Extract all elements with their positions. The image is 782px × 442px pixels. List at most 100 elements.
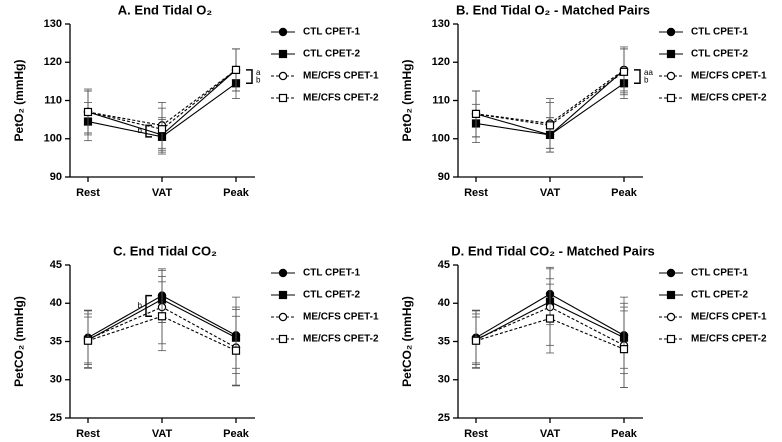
marker <box>83 336 93 345</box>
x-tick-label: Rest <box>76 428 100 440</box>
x-tick-label: VAT <box>540 187 561 199</box>
legend-marker <box>278 71 288 81</box>
y-tick-label: 25 <box>50 412 62 424</box>
legend-label: CTL CPET-2 <box>303 49 360 60</box>
legend-label: CTL CPET-2 <box>303 290 360 301</box>
panel: B. End Tidal O₂ - Matched Pairs PetO₂ (mm… <box>400 2 767 198</box>
legend-label: ME/CFS CPET-2 <box>691 93 767 104</box>
y-axis-label: PetCO₂ (mmHg) <box>12 296 26 387</box>
marker <box>157 125 167 134</box>
legend-marker <box>666 27 676 37</box>
y-tick-label: 30 <box>438 374 450 386</box>
y-tick-label: 25 <box>438 412 450 424</box>
legend-marker <box>278 290 288 300</box>
legend-label: ME/CFS CPET-1 <box>303 71 379 82</box>
x-tick-label: VAT <box>152 187 173 199</box>
x-tick-label: Rest <box>76 187 100 199</box>
legend-label: CTL CPET-1 <box>691 27 748 38</box>
y-tick-label: 100 <box>44 133 62 145</box>
y-tick-label: 130 <box>432 18 450 30</box>
annotation: b <box>138 301 143 310</box>
marker <box>545 121 555 130</box>
marker <box>471 109 481 118</box>
legend-marker <box>278 49 288 59</box>
annotation: b <box>256 75 261 84</box>
y-tick-label: 110 <box>44 94 62 106</box>
legend-marker <box>666 71 676 81</box>
bracket <box>145 124 152 138</box>
y-tick-label: 30 <box>50 374 62 386</box>
legend-marker <box>278 268 288 278</box>
legend-label: ME/CFS CPET-1 <box>691 312 767 323</box>
y-tick-label: 110 <box>432 94 450 106</box>
chart-title: C. End Tidal CO₂ <box>113 243 217 258</box>
chart-title: A. End Tidal O₂ <box>118 2 213 17</box>
y-tick-label: 35 <box>438 335 450 347</box>
legend-label: ME/CFS CPET-2 <box>303 334 379 345</box>
x-tick-label: Peak <box>223 187 250 199</box>
bracket <box>246 69 253 85</box>
y-tick-label: 40 <box>50 297 62 309</box>
y-tick-label: 45 <box>438 259 450 271</box>
x-tick-label: VAT <box>540 428 561 440</box>
legend-marker <box>666 49 676 59</box>
annotation: a <box>256 68 261 77</box>
legend-label: CTL CPET-1 <box>691 268 748 279</box>
series-line <box>475 71 625 126</box>
legend-label: ME/CFS CPET-2 <box>691 334 767 345</box>
legend-label: CTL CPET-1 <box>303 27 360 38</box>
y-tick-label: 130 <box>44 18 62 30</box>
legend-label: CTL CPET-1 <box>303 268 360 279</box>
x-tick-label: Rest <box>464 187 488 199</box>
y-tick-label: 90 <box>50 171 62 183</box>
y-tick-label: 35 <box>50 335 62 347</box>
y-tick-label: 45 <box>50 259 62 271</box>
chart-title: B. End Tidal O₂ - Matched Pairs <box>456 2 650 17</box>
panel: D. End Tidal CO₂ - Matched Pairs PetCO₂ (… <box>400 243 767 439</box>
legend-marker <box>666 334 676 344</box>
legend-marker <box>278 27 288 37</box>
marker <box>619 345 629 354</box>
x-tick-label: Rest <box>464 428 488 440</box>
panel: C. End Tidal CO₂ PetCO₂ (mmHg) 25 30 35 40 45 R… <box>12 243 379 439</box>
series-line <box>475 69 625 125</box>
legend-label: ME/CFS CPET-2 <box>303 93 379 104</box>
y-axis-label: PetCO₂ (mmHg) <box>400 296 414 387</box>
marker <box>545 314 555 323</box>
y-axis-label: PetO₂ (mmHg) <box>12 59 26 141</box>
y-axis-label: PetO₂ (mmHg) <box>400 59 414 141</box>
x-tick-label: Peak <box>611 187 638 199</box>
x-tick-label: Peak <box>611 428 638 440</box>
marker <box>231 346 241 355</box>
panel: A. End Tidal O₂ PetO₂ (mmHg) 90 100 110 120 13… <box>12 2 379 198</box>
marker <box>471 336 481 345</box>
legend-marker <box>278 334 288 344</box>
legend-marker <box>666 268 676 278</box>
y-tick-label: 120 <box>44 56 62 68</box>
marker <box>619 67 629 76</box>
marker <box>157 312 167 321</box>
y-tick-label: 40 <box>438 297 450 309</box>
y-tick-label: 90 <box>438 171 450 183</box>
marker <box>83 107 93 117</box>
marker <box>231 65 241 75</box>
x-tick-label: VAT <box>152 428 173 440</box>
legend-marker <box>278 312 288 322</box>
y-tick-label: 100 <box>432 133 450 145</box>
y-tick-label: 120 <box>432 56 450 68</box>
annotation: b <box>138 126 143 135</box>
annotation: aa <box>644 68 653 77</box>
bracket <box>145 294 152 318</box>
legend-label: CTL CPET-2 <box>691 49 748 60</box>
chart-title: D. End Tidal CO₂ - Matched Pairs <box>451 243 654 258</box>
legend-label: ME/CFS CPET-1 <box>303 312 379 323</box>
bracket <box>634 69 641 85</box>
legend-marker <box>278 93 288 103</box>
legend-marker <box>666 290 676 300</box>
legend-label: CTL CPET-2 <box>691 290 748 301</box>
legend-label: ME/CFS CPET-1 <box>691 71 767 82</box>
legend-marker <box>666 312 676 322</box>
legend-marker <box>666 93 676 103</box>
x-tick-label: Peak <box>223 428 250 440</box>
